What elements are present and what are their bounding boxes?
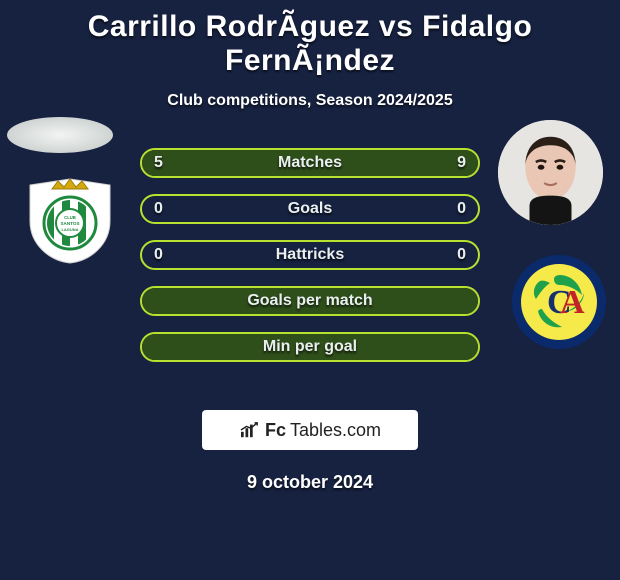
stat-label: Matches: [142, 150, 478, 176]
stat-label: Hattricks: [142, 242, 478, 268]
date-text: 9 october 2024: [0, 472, 620, 493]
stat-row: 00Hattricks: [140, 240, 480, 270]
stat-label: Goals per match: [142, 288, 478, 314]
brand-rest: Tables.com: [290, 420, 381, 441]
brand-fc: Fc: [265, 420, 286, 441]
stat-row: 00Goals: [140, 194, 480, 224]
stat-row: Min per goal: [140, 332, 480, 362]
stats-bars: 59Matches 00Goals 00Hattricks Goals per mat…: [140, 148, 480, 378]
page-title: Carrillo RodrÃ­guez vs Fidalgo FernÃ¡nde…: [0, 0, 620, 78]
stat-label: Goals: [142, 196, 478, 222]
subtitle: Club competitions, Season 2024/2025: [0, 92, 620, 110]
stat-row: 59Matches: [140, 148, 480, 178]
brand-box: FcTables.com: [202, 410, 418, 450]
stat-row: Goals per match: [140, 286, 480, 316]
chart-icon: [239, 421, 261, 439]
stat-label: Min per goal: [142, 334, 478, 360]
